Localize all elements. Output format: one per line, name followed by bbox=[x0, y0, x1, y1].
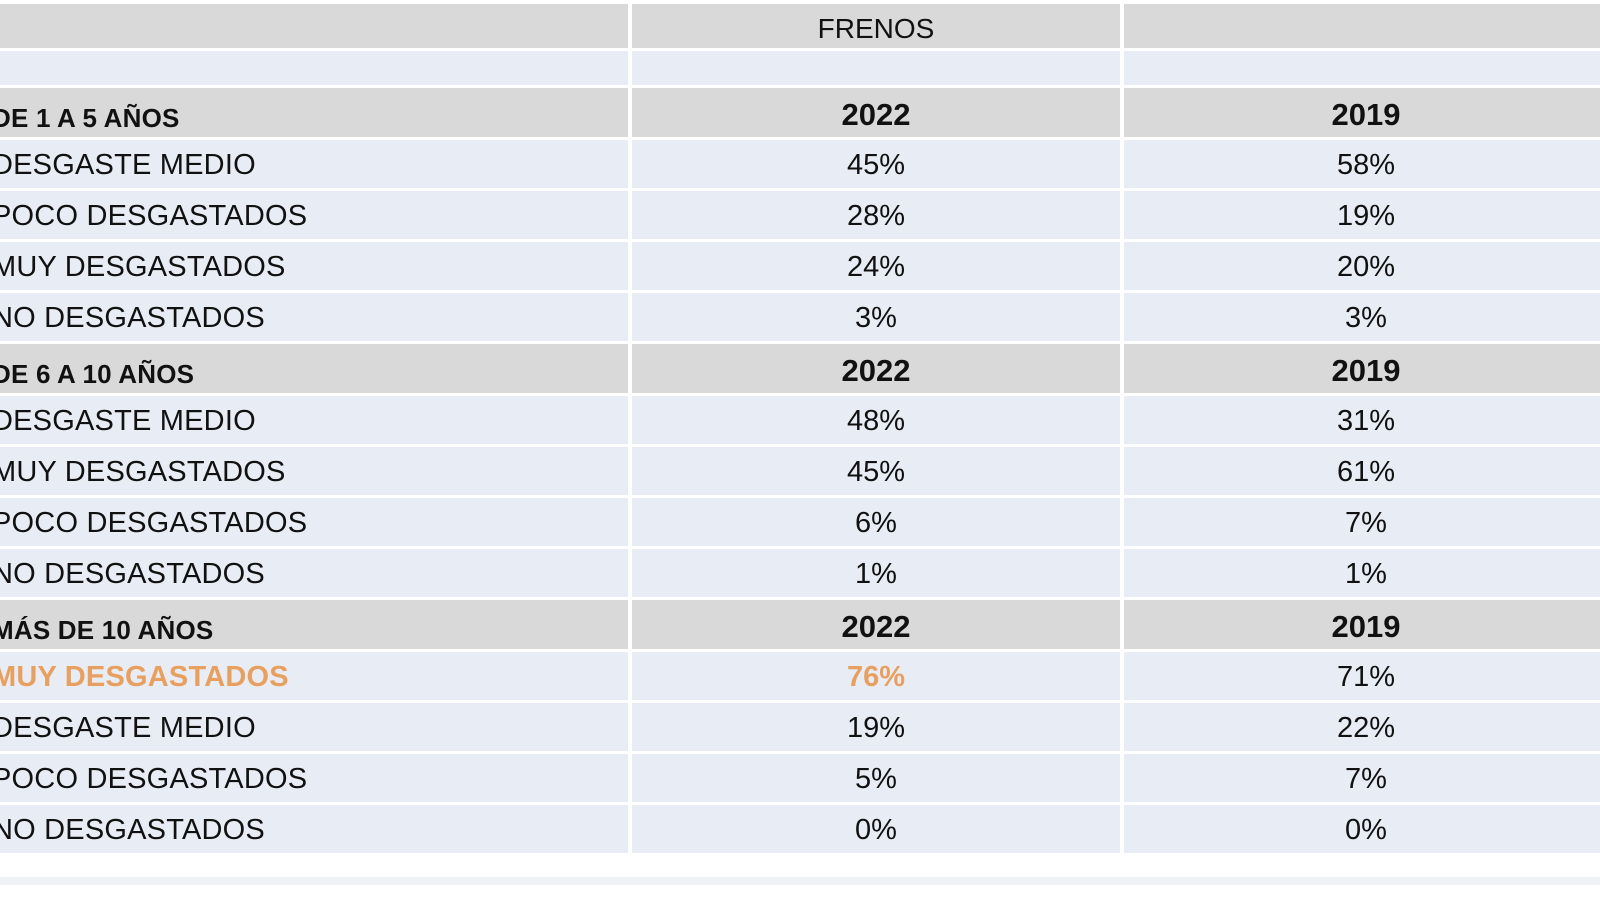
table-row: MUY DESGASTADOS 45% 61% bbox=[0, 447, 1600, 495]
row-label: DESGASTE MEDIO bbox=[0, 396, 628, 444]
value-2022: 3% bbox=[632, 293, 1120, 341]
value-2019: 7% bbox=[1124, 754, 1600, 802]
bottom-band bbox=[0, 877, 1600, 885]
year-2019-header: 2019 bbox=[1124, 88, 1600, 137]
row-label-highlighted: MUY DESGASTADOS bbox=[0, 652, 628, 700]
row-label: POCO DESGASTADOS bbox=[0, 498, 628, 546]
value-2019: 20% bbox=[1124, 242, 1600, 290]
table-row: POCO DESGASTADOS 28% 19% bbox=[0, 191, 1600, 239]
table-row: NO DESGASTADOS 3% 3% bbox=[0, 293, 1600, 341]
value-2019: 1% bbox=[1124, 549, 1600, 597]
section-header-row: MÁS DE 10 AÑOS 2022 2019 bbox=[0, 600, 1600, 649]
value-2022: 5% bbox=[632, 754, 1120, 802]
year-2022-header: 2022 bbox=[632, 88, 1120, 137]
value-2022: 45% bbox=[632, 447, 1120, 495]
year-2019-header: 2019 bbox=[1124, 344, 1600, 393]
table-row: DESGASTE MEDIO 19% 22% bbox=[0, 703, 1600, 751]
value-2019: 7% bbox=[1124, 498, 1600, 546]
value-2019: 71% bbox=[1124, 652, 1600, 700]
value-2022: 6% bbox=[632, 498, 1120, 546]
value-2022-highlighted: 76% bbox=[632, 652, 1120, 700]
value-2022: 0% bbox=[632, 805, 1120, 853]
value-2019: 19% bbox=[1124, 191, 1600, 239]
title-empty-cell bbox=[1124, 4, 1600, 48]
row-label: DESGASTE MEDIO bbox=[0, 140, 628, 188]
value-2022: 45% bbox=[632, 140, 1120, 188]
table-row: NO DESGASTADOS 1% 1% bbox=[0, 549, 1600, 597]
value-2022: 1% bbox=[632, 549, 1120, 597]
year-2022-header: 2022 bbox=[632, 600, 1120, 649]
title-empty-cell bbox=[0, 4, 628, 48]
value-2019: 31% bbox=[1124, 396, 1600, 444]
value-2019: 58% bbox=[1124, 140, 1600, 188]
row-label: NO DESGASTADOS bbox=[0, 805, 628, 853]
table-row: DESGASTE MEDIO 48% 31% bbox=[0, 396, 1600, 444]
spacer-cell bbox=[0, 51, 628, 85]
table-row-highlighted: MUY DESGASTADOS 76% 71% bbox=[0, 652, 1600, 700]
value-2019: 22% bbox=[1124, 703, 1600, 751]
section-header-row: DE 6 A 10 AÑOS 2022 2019 bbox=[0, 344, 1600, 393]
value-2019: 61% bbox=[1124, 447, 1600, 495]
table-row: DESGASTE MEDIO 45% 58% bbox=[0, 140, 1600, 188]
table-row: POCO DESGASTADOS 5% 7% bbox=[0, 754, 1600, 802]
value-2019: 0% bbox=[1124, 805, 1600, 853]
spacer-cell bbox=[632, 51, 1120, 85]
value-2022: 28% bbox=[632, 191, 1120, 239]
row-label: MUY DESGASTADOS bbox=[0, 447, 628, 495]
value-2022: 24% bbox=[632, 242, 1120, 290]
year-2022-header: 2022 bbox=[632, 344, 1120, 393]
value-2022: 19% bbox=[632, 703, 1120, 751]
year-2019-header: 2019 bbox=[1124, 600, 1600, 649]
section-label: DE 6 A 10 AÑOS bbox=[0, 344, 628, 393]
value-2019: 3% bbox=[1124, 293, 1600, 341]
table-row: NO DESGASTADOS 0% 0% bbox=[0, 805, 1600, 853]
row-label: MUY DESGASTADOS bbox=[0, 242, 628, 290]
row-label: DESGASTE MEDIO bbox=[0, 703, 628, 751]
table-row: POCO DESGASTADOS 6% 7% bbox=[0, 498, 1600, 546]
table-title: FRENOS bbox=[632, 4, 1120, 48]
row-label: NO DESGASTADOS bbox=[0, 293, 628, 341]
spacer-cell bbox=[1124, 51, 1600, 85]
section-header-row: DE 1 A 5 AÑOS 2022 2019 bbox=[0, 88, 1600, 137]
frenos-table: FRENOS DE 1 A 5 AÑOS 2022 2019 DESGASTE … bbox=[0, 4, 1600, 856]
table-row: MUY DESGASTADOS 24% 20% bbox=[0, 242, 1600, 290]
row-label: NO DESGASTADOS bbox=[0, 549, 628, 597]
row-label: POCO DESGASTADOS bbox=[0, 754, 628, 802]
section-label: MÁS DE 10 AÑOS bbox=[0, 600, 628, 649]
value-2022: 48% bbox=[632, 396, 1120, 444]
table-title-row: FRENOS bbox=[0, 4, 1600, 48]
row-label: POCO DESGASTADOS bbox=[0, 191, 628, 239]
spacer-row bbox=[0, 51, 1600, 85]
section-label: DE 1 A 5 AÑOS bbox=[0, 88, 628, 137]
